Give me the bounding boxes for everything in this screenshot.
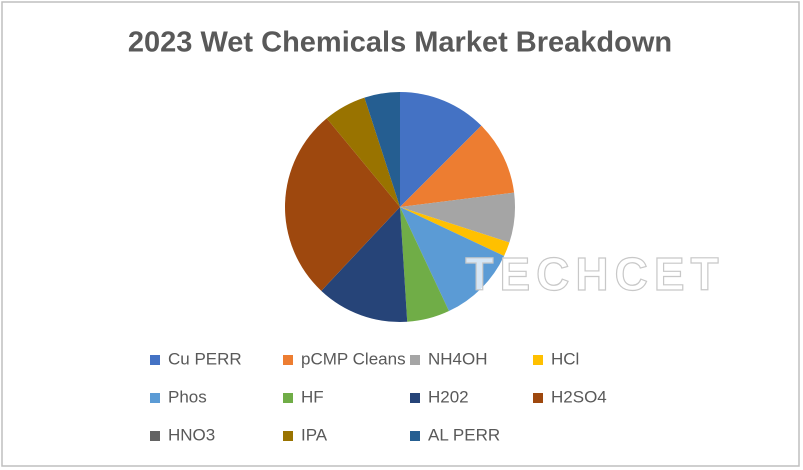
pie-slice [321, 207, 408, 322]
legend-label: H202 [428, 387, 469, 406]
pie-slice [400, 207, 510, 256]
legend-label: Cu PERR [168, 349, 242, 368]
legend-label: HCl [551, 349, 579, 368]
pie-slice [364, 92, 400, 207]
watermark: TECHCET [465, 248, 724, 300]
legend-swatch [410, 355, 420, 365]
legend-label: Phos [168, 387, 207, 406]
legend-label: NH4OH [428, 349, 488, 368]
legend-label: IPA [301, 425, 328, 444]
legend-swatch [283, 393, 293, 403]
legend-swatch [150, 431, 160, 441]
pie-slice [400, 207, 449, 322]
pie-slice [326, 97, 400, 207]
pie-slice [400, 192, 515, 243]
legend-swatch [283, 431, 293, 441]
legend-label: pCMP Cleans [301, 349, 406, 368]
legend-swatch [150, 355, 160, 365]
legend-label: H2SO4 [551, 387, 607, 406]
chart-title: 2023 Wet Chemicals Market Breakdown [128, 27, 672, 59]
pie-slice [400, 207, 505, 312]
legend-swatch [533, 393, 543, 403]
pie-slice [400, 92, 482, 207]
legend-swatch [410, 431, 420, 441]
pie-slice [284, 118, 400, 291]
legend-label: HF [301, 387, 324, 406]
legend-label: AL PERR [428, 425, 500, 444]
legend-swatch [410, 393, 420, 403]
pie-slice [400, 125, 515, 207]
legend-swatch [533, 355, 543, 365]
legend-swatch [150, 393, 160, 403]
legend-swatch [283, 355, 293, 365]
legend-label: HNO3 [168, 425, 215, 444]
